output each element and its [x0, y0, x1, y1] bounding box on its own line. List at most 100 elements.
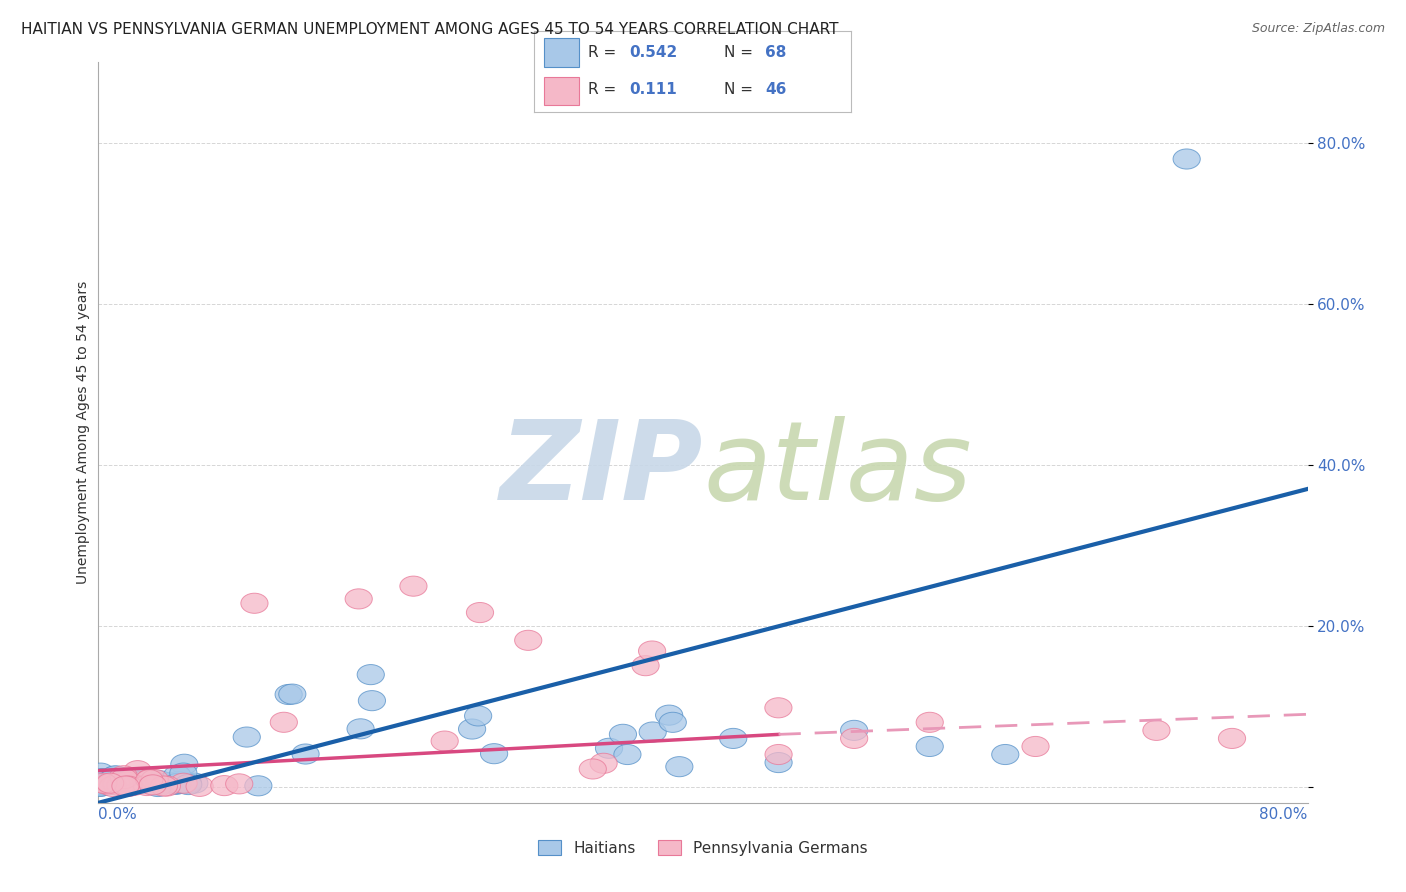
- Ellipse shape: [100, 774, 128, 795]
- Text: 0.0%: 0.0%: [98, 807, 138, 822]
- Ellipse shape: [165, 773, 191, 794]
- Ellipse shape: [110, 770, 136, 789]
- Text: Source: ZipAtlas.com: Source: ZipAtlas.com: [1251, 22, 1385, 36]
- Ellipse shape: [87, 776, 114, 797]
- Ellipse shape: [125, 773, 153, 794]
- Ellipse shape: [638, 641, 665, 661]
- Ellipse shape: [112, 776, 139, 796]
- Ellipse shape: [233, 727, 260, 747]
- Ellipse shape: [136, 769, 165, 789]
- Ellipse shape: [115, 771, 142, 790]
- Ellipse shape: [87, 775, 114, 795]
- Ellipse shape: [609, 724, 637, 744]
- Ellipse shape: [181, 773, 208, 793]
- Ellipse shape: [111, 776, 138, 797]
- Ellipse shape: [991, 745, 1019, 764]
- Ellipse shape: [515, 631, 541, 650]
- Ellipse shape: [105, 774, 134, 794]
- Text: N =: N =: [724, 45, 758, 61]
- Ellipse shape: [1219, 729, 1246, 748]
- Ellipse shape: [87, 776, 114, 797]
- Ellipse shape: [87, 763, 114, 783]
- Ellipse shape: [141, 770, 169, 789]
- Ellipse shape: [359, 690, 385, 711]
- Ellipse shape: [917, 737, 943, 756]
- Ellipse shape: [1022, 737, 1049, 756]
- Ellipse shape: [464, 706, 492, 726]
- Ellipse shape: [114, 772, 141, 792]
- Ellipse shape: [631, 656, 659, 676]
- Ellipse shape: [1143, 721, 1170, 740]
- Ellipse shape: [103, 774, 131, 794]
- Text: 68: 68: [765, 45, 786, 61]
- Ellipse shape: [591, 753, 617, 773]
- Ellipse shape: [89, 774, 115, 795]
- Text: N =: N =: [724, 82, 758, 97]
- Ellipse shape: [124, 761, 152, 780]
- Ellipse shape: [595, 739, 623, 758]
- Ellipse shape: [347, 719, 374, 739]
- Ellipse shape: [153, 776, 180, 796]
- Ellipse shape: [97, 773, 124, 793]
- Ellipse shape: [240, 593, 269, 614]
- Ellipse shape: [107, 776, 134, 796]
- Ellipse shape: [143, 775, 172, 795]
- Ellipse shape: [276, 684, 302, 705]
- Ellipse shape: [344, 589, 373, 609]
- Ellipse shape: [90, 773, 117, 793]
- Ellipse shape: [170, 763, 197, 783]
- Ellipse shape: [121, 775, 148, 795]
- Ellipse shape: [170, 773, 197, 793]
- Ellipse shape: [659, 713, 686, 732]
- Ellipse shape: [170, 754, 198, 774]
- Ellipse shape: [165, 772, 191, 791]
- Ellipse shape: [110, 765, 138, 786]
- Ellipse shape: [481, 744, 508, 764]
- Ellipse shape: [146, 771, 173, 790]
- Text: atlas: atlas: [703, 417, 972, 523]
- Y-axis label: Unemployment Among Ages 45 to 54 years: Unemployment Among Ages 45 to 54 years: [76, 281, 90, 584]
- Text: HAITIAN VS PENNSYLVANIA GERMAN UNEMPLOYMENT AMONG AGES 45 TO 54 YEARS CORRELATIO: HAITIAN VS PENNSYLVANIA GERMAN UNEMPLOYM…: [21, 22, 838, 37]
- Text: 46: 46: [765, 82, 786, 97]
- Text: 0.111: 0.111: [630, 82, 676, 97]
- Ellipse shape: [1173, 149, 1201, 169]
- Ellipse shape: [94, 773, 121, 793]
- Ellipse shape: [270, 712, 298, 732]
- Text: R =: R =: [588, 82, 621, 97]
- Ellipse shape: [134, 775, 160, 796]
- Ellipse shape: [115, 776, 142, 797]
- Ellipse shape: [117, 770, 145, 789]
- Ellipse shape: [115, 776, 142, 797]
- Ellipse shape: [211, 775, 238, 796]
- Ellipse shape: [132, 771, 160, 791]
- Ellipse shape: [89, 769, 115, 789]
- Ellipse shape: [579, 759, 606, 779]
- Bar: [544, 38, 579, 67]
- Ellipse shape: [665, 756, 693, 777]
- Ellipse shape: [765, 698, 792, 718]
- Ellipse shape: [278, 684, 307, 704]
- Text: 0.542: 0.542: [630, 45, 678, 61]
- Text: 80.0%: 80.0%: [1260, 807, 1308, 822]
- Ellipse shape: [614, 745, 641, 764]
- Ellipse shape: [162, 774, 190, 795]
- Ellipse shape: [114, 770, 141, 790]
- Ellipse shape: [917, 713, 943, 732]
- Ellipse shape: [112, 775, 139, 796]
- Ellipse shape: [225, 774, 253, 794]
- Bar: [544, 77, 579, 105]
- Ellipse shape: [150, 776, 177, 797]
- Ellipse shape: [136, 770, 163, 789]
- Ellipse shape: [110, 772, 138, 791]
- Ellipse shape: [357, 665, 384, 685]
- Ellipse shape: [100, 768, 128, 789]
- Ellipse shape: [765, 745, 792, 764]
- Ellipse shape: [245, 776, 271, 796]
- Ellipse shape: [841, 721, 868, 740]
- Ellipse shape: [115, 776, 142, 796]
- Legend: Haitians, Pennsylvania Germans: Haitians, Pennsylvania Germans: [531, 834, 875, 862]
- Ellipse shape: [94, 774, 121, 795]
- Ellipse shape: [467, 602, 494, 623]
- Ellipse shape: [110, 775, 138, 795]
- Ellipse shape: [174, 774, 202, 795]
